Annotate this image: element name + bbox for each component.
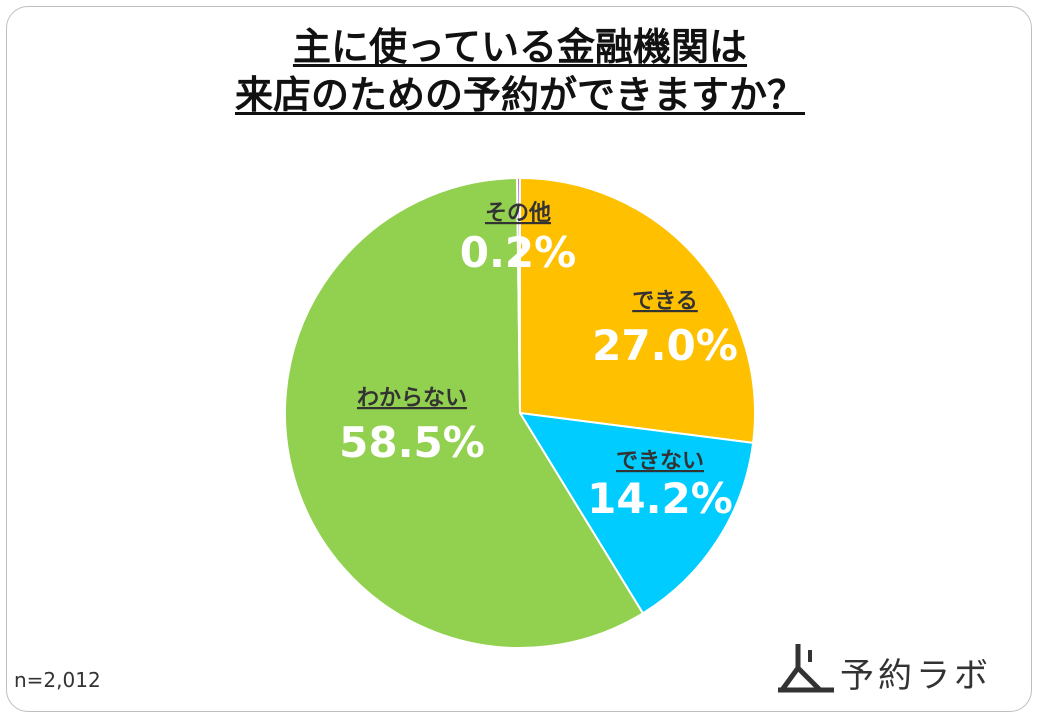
pie-slice xyxy=(284,177,645,649)
chart-title-line2: 来店のための予約ができますか？ xyxy=(234,73,805,117)
slice-value-label: 14.2% xyxy=(587,474,733,523)
slice-value-label: 58.5% xyxy=(339,418,485,467)
slice-label: わからない xyxy=(357,386,467,411)
pie-slice xyxy=(518,411,755,615)
pie-slices xyxy=(284,176,756,649)
pie-slice xyxy=(519,176,756,444)
slice-label: できない xyxy=(616,449,704,474)
chart-title-line1: 主に使っている金融機関は xyxy=(292,25,748,69)
slice-label: できる xyxy=(632,289,698,314)
slice-value-label: 0.2% xyxy=(460,228,576,277)
brand-logo: 予約ラボ xyxy=(776,640,1016,696)
pie-slice xyxy=(516,176,521,414)
slice-value-label: 27.0% xyxy=(592,321,738,370)
sample-size-note: n=2,012 xyxy=(14,668,101,692)
slice-label: その他 xyxy=(485,201,551,226)
brand-name: 予約ラボ xyxy=(840,656,992,696)
logo-icon xyxy=(778,644,834,693)
